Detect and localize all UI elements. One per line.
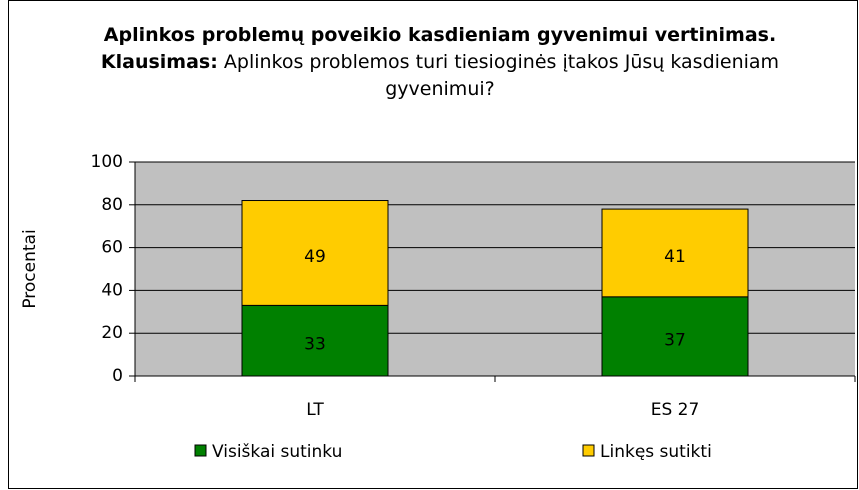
chart-title-block: Aplinkos problemų poveikio kasdieniam gy… [70,22,810,103]
y-tick-label: 80 [101,195,123,215]
data-label: 33 [304,335,326,355]
data-label: 41 [664,247,686,267]
data-label: 49 [304,247,326,267]
bar-segment [241,304,389,377]
chart-subtitle: Aplinkos problemos turi tiesioginės įtak… [223,51,780,100]
y-tick-label: 100 [91,152,123,172]
y-tick-label: 0 [112,366,123,386]
legend-label: Visiškai sutinku [212,442,342,462]
chart-title: Aplinkos problemų poveikio kasdieniam gy… [100,24,777,73]
legend-swatch [194,444,207,457]
bar-segment [601,296,749,377]
x-tick-label: ES 27 [651,400,700,420]
legend-label: Linkęs sutikti [600,442,712,462]
data-label: 37 [664,330,686,350]
y-axis-label: Procentai [20,229,40,308]
y-tick-label: 60 [101,238,123,258]
y-tick-label: 20 [101,323,123,343]
legend-swatch [582,444,595,457]
y-tick-label: 40 [101,280,123,300]
x-tick-label: LT [306,400,324,420]
bar-segment [241,200,389,306]
bar-segment [601,208,749,298]
